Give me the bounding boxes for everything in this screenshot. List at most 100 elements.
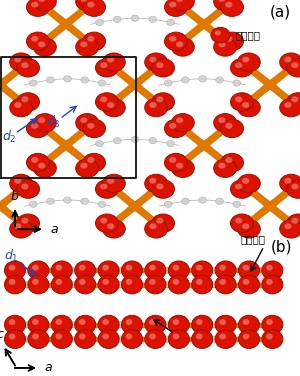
Circle shape	[83, 32, 106, 50]
Circle shape	[152, 180, 175, 198]
Circle shape	[34, 114, 56, 132]
Circle shape	[98, 80, 106, 86]
Circle shape	[122, 315, 142, 334]
Circle shape	[98, 315, 119, 334]
Text: $a$: $a$	[44, 361, 52, 374]
Circle shape	[29, 80, 37, 86]
Text: (b): (b)	[271, 240, 292, 255]
Circle shape	[100, 96, 107, 102]
Circle shape	[156, 282, 163, 287]
Circle shape	[199, 329, 205, 335]
Circle shape	[149, 319, 156, 325]
Circle shape	[96, 141, 104, 147]
Circle shape	[4, 261, 26, 280]
Circle shape	[75, 261, 96, 280]
Circle shape	[103, 174, 125, 193]
Circle shape	[14, 102, 22, 108]
Circle shape	[266, 319, 273, 325]
Circle shape	[95, 93, 118, 111]
Circle shape	[34, 38, 56, 56]
Circle shape	[122, 330, 142, 349]
Circle shape	[243, 279, 249, 285]
Circle shape	[242, 178, 249, 184]
Circle shape	[35, 329, 41, 335]
Circle shape	[243, 319, 249, 325]
Circle shape	[79, 279, 86, 285]
Circle shape	[168, 330, 189, 349]
Circle shape	[23, 322, 30, 327]
Circle shape	[152, 214, 175, 232]
Circle shape	[145, 275, 166, 294]
Circle shape	[262, 261, 283, 280]
Circle shape	[164, 80, 172, 86]
Circle shape	[172, 279, 179, 285]
Circle shape	[196, 319, 202, 325]
Circle shape	[230, 214, 253, 232]
Circle shape	[211, 282, 217, 287]
Circle shape	[100, 183, 107, 190]
Circle shape	[10, 99, 32, 117]
Circle shape	[107, 178, 114, 184]
Circle shape	[149, 138, 157, 144]
Circle shape	[235, 218, 242, 224]
Circle shape	[4, 315, 26, 334]
Circle shape	[230, 93, 253, 111]
Circle shape	[218, 117, 226, 123]
Circle shape	[176, 117, 183, 123]
Circle shape	[269, 329, 275, 335]
Circle shape	[80, 117, 88, 123]
Circle shape	[98, 330, 119, 349]
Circle shape	[192, 330, 213, 349]
Text: $c$: $c$	[0, 328, 4, 341]
Circle shape	[238, 220, 260, 238]
Circle shape	[238, 53, 260, 71]
Circle shape	[172, 114, 194, 132]
Circle shape	[176, 329, 182, 335]
Circle shape	[223, 329, 229, 335]
Circle shape	[29, 201, 37, 208]
Circle shape	[17, 214, 40, 232]
Circle shape	[87, 36, 94, 42]
Circle shape	[221, 119, 244, 138]
Circle shape	[169, 157, 176, 163]
Circle shape	[211, 27, 230, 43]
Circle shape	[164, 0, 187, 17]
Circle shape	[221, 32, 244, 50]
Circle shape	[51, 315, 72, 334]
Circle shape	[17, 59, 40, 77]
Circle shape	[238, 261, 260, 280]
Circle shape	[218, 282, 225, 287]
Circle shape	[218, 0, 226, 2]
Circle shape	[280, 174, 300, 193]
Circle shape	[280, 99, 300, 117]
Circle shape	[199, 76, 206, 82]
Circle shape	[78, 336, 85, 342]
Circle shape	[215, 330, 236, 349]
Circle shape	[196, 334, 202, 340]
Text: $a$: $a$	[50, 223, 58, 236]
Text: (a): (a)	[270, 5, 291, 20]
Circle shape	[176, 275, 182, 280]
Circle shape	[168, 275, 189, 294]
Circle shape	[230, 180, 253, 198]
Circle shape	[218, 336, 225, 342]
Circle shape	[31, 336, 38, 342]
Circle shape	[149, 279, 156, 285]
Circle shape	[172, 334, 179, 340]
Circle shape	[16, 267, 22, 273]
Circle shape	[117, 282, 124, 287]
Circle shape	[219, 279, 226, 285]
Circle shape	[218, 41, 226, 47]
Circle shape	[56, 265, 62, 271]
Circle shape	[131, 15, 139, 21]
Circle shape	[167, 19, 174, 26]
Circle shape	[78, 267, 85, 273]
Circle shape	[219, 265, 226, 271]
Circle shape	[117, 322, 124, 327]
Circle shape	[51, 330, 72, 349]
Circle shape	[83, 0, 106, 17]
Circle shape	[59, 275, 65, 280]
Circle shape	[196, 279, 202, 285]
Circle shape	[225, 36, 233, 42]
Circle shape	[62, 336, 69, 342]
